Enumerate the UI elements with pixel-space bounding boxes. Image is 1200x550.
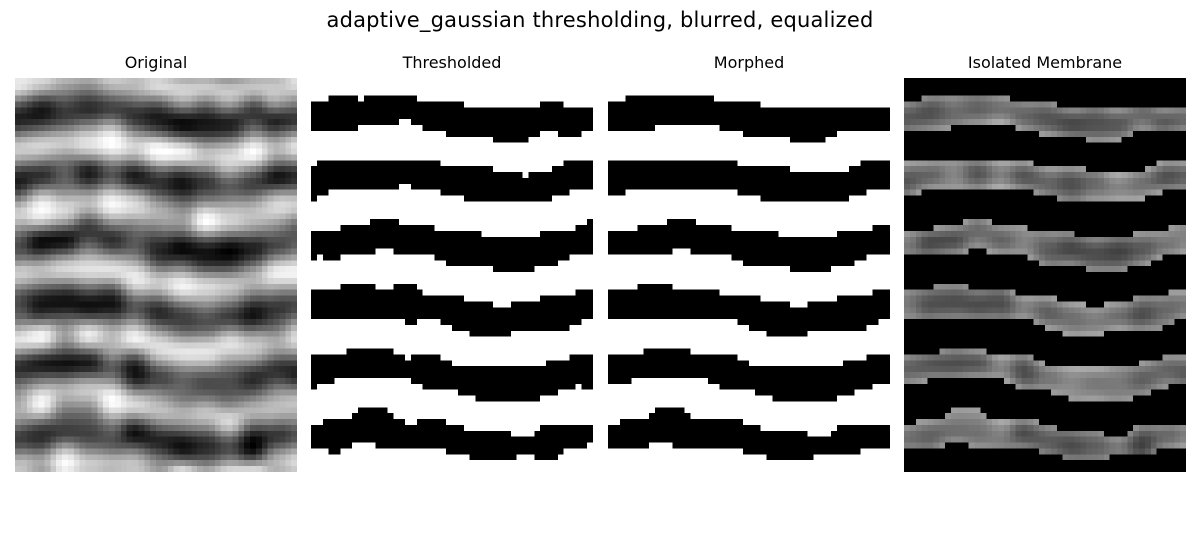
morphed-image bbox=[608, 78, 890, 472]
panel-isolated-membrane: Isolated Membrane bbox=[904, 52, 1186, 472]
panel-original: Original bbox=[15, 52, 297, 472]
thresholded-image bbox=[311, 78, 593, 472]
figure-title: adaptive_gaussian thresholding, blurred,… bbox=[326, 8, 874, 32]
panel-title-original: Original bbox=[124, 53, 188, 72]
panel-thresholded: Thresholded bbox=[311, 52, 593, 472]
panel-title-morphed: Morphed bbox=[713, 53, 785, 72]
original-image bbox=[15, 78, 297, 472]
panel-morphed: Morphed bbox=[608, 52, 890, 472]
panel-title-thresholded: Thresholded bbox=[402, 53, 502, 72]
isolated-membrane-image bbox=[904, 78, 1186, 472]
panel-title-isolated-membrane: Isolated Membrane bbox=[967, 53, 1123, 72]
